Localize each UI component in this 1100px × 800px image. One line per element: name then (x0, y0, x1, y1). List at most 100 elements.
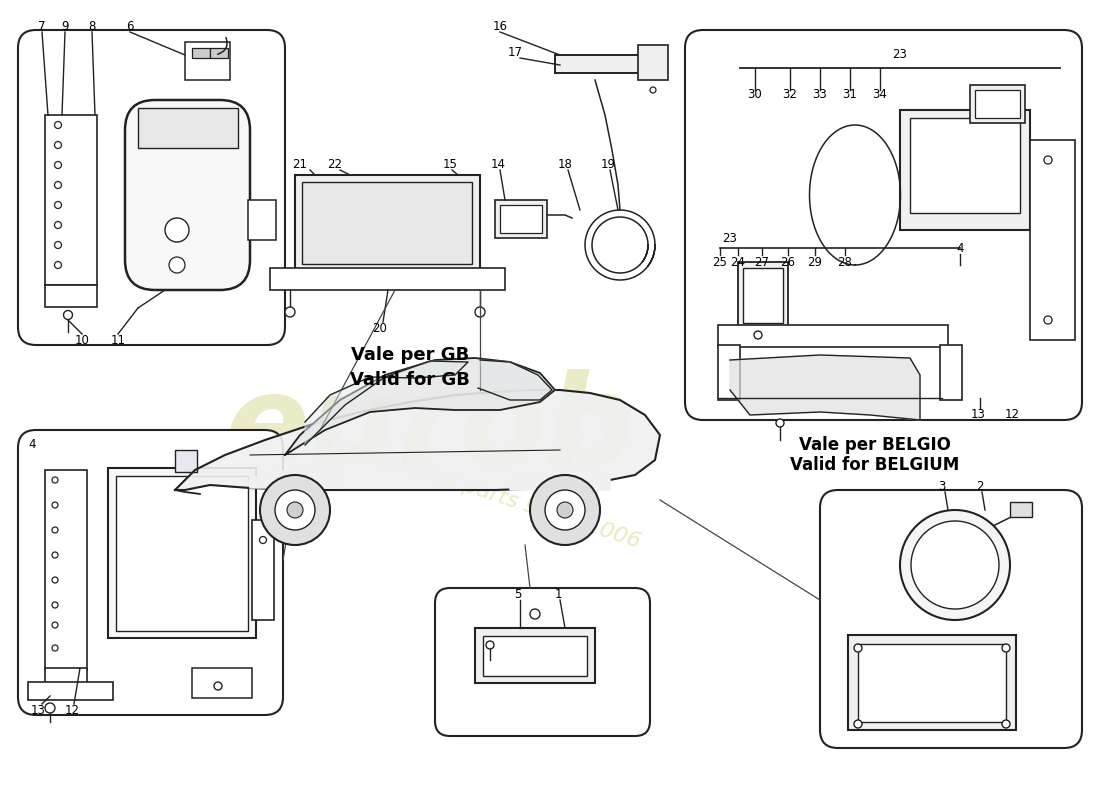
Polygon shape (730, 355, 920, 420)
Text: 1: 1 (554, 587, 562, 601)
Circle shape (52, 527, 58, 533)
Bar (638, 45, 668, 80)
Bar (138, 108, 238, 148)
Text: 31: 31 (843, 89, 857, 102)
Bar (108, 468, 256, 638)
Text: 30: 30 (748, 89, 762, 102)
FancyBboxPatch shape (434, 588, 650, 736)
Bar (500, 205, 542, 233)
Polygon shape (305, 361, 468, 445)
FancyBboxPatch shape (18, 430, 283, 715)
Text: 19: 19 (601, 158, 616, 171)
Bar (940, 345, 962, 400)
Text: Valid for GB: Valid for GB (350, 371, 470, 389)
Text: 5: 5 (515, 587, 521, 601)
Bar (1030, 140, 1075, 340)
FancyBboxPatch shape (685, 30, 1082, 420)
Text: 12: 12 (1004, 409, 1020, 422)
Bar (495, 200, 547, 238)
Text: 18: 18 (558, 158, 572, 171)
Bar (858, 644, 1006, 722)
Bar (248, 200, 276, 240)
Text: 23: 23 (892, 49, 907, 62)
Circle shape (530, 475, 600, 545)
FancyBboxPatch shape (820, 490, 1082, 748)
Circle shape (55, 122, 62, 129)
Bar (848, 635, 1016, 730)
Circle shape (52, 645, 58, 651)
Text: 27: 27 (755, 255, 770, 269)
Circle shape (557, 502, 573, 518)
Bar (910, 118, 1020, 213)
Polygon shape (510, 472, 610, 490)
Circle shape (55, 202, 62, 209)
Bar (192, 668, 252, 698)
Bar (45, 668, 87, 696)
Bar (718, 325, 948, 347)
Circle shape (55, 242, 62, 249)
Polygon shape (285, 358, 556, 455)
Circle shape (900, 510, 1010, 620)
Text: 9: 9 (62, 19, 68, 33)
Circle shape (165, 218, 189, 242)
Text: 6: 6 (126, 19, 134, 33)
Circle shape (169, 257, 185, 273)
Circle shape (475, 307, 485, 317)
Circle shape (55, 142, 62, 149)
Bar (742, 268, 783, 323)
Circle shape (52, 602, 58, 608)
Text: eurob: eurob (224, 370, 636, 490)
Text: 15: 15 (442, 158, 458, 171)
Bar (556, 55, 645, 73)
Bar (175, 450, 197, 472)
Circle shape (854, 644, 862, 652)
Text: 13: 13 (970, 409, 986, 422)
Circle shape (55, 182, 62, 189)
Bar (185, 42, 230, 80)
FancyBboxPatch shape (125, 100, 250, 290)
Text: 34: 34 (872, 89, 888, 102)
Text: 26: 26 (781, 255, 795, 269)
Bar (270, 268, 505, 290)
Text: 14: 14 (491, 158, 506, 171)
Text: 20: 20 (373, 322, 387, 334)
Text: 16: 16 (493, 19, 507, 33)
Circle shape (754, 331, 762, 339)
Text: 7: 7 (39, 19, 46, 33)
Circle shape (45, 703, 55, 713)
Text: 10: 10 (75, 334, 89, 346)
Circle shape (530, 609, 540, 619)
Text: 12: 12 (65, 703, 79, 717)
Circle shape (1044, 156, 1052, 164)
Text: 23: 23 (723, 231, 737, 245)
Bar (900, 110, 1030, 230)
Bar (295, 175, 480, 270)
Bar (45, 470, 87, 670)
Bar (738, 262, 788, 327)
Circle shape (55, 222, 62, 229)
Text: a passion for parts since 1006: a passion for parts since 1006 (317, 429, 644, 551)
Text: 11: 11 (110, 334, 125, 346)
Text: Vale per BELGIO: Vale per BELGIO (799, 436, 950, 454)
Bar (975, 90, 1020, 118)
Bar (1010, 502, 1032, 517)
Text: 8: 8 (88, 19, 96, 33)
Polygon shape (248, 470, 340, 488)
Circle shape (650, 87, 656, 93)
Circle shape (285, 307, 295, 317)
Text: 13: 13 (31, 703, 45, 717)
Text: 24: 24 (730, 255, 746, 269)
Text: 28: 28 (837, 255, 852, 269)
Bar (45, 285, 97, 307)
Bar (192, 48, 210, 58)
Circle shape (854, 720, 862, 728)
Text: 2: 2 (977, 479, 983, 493)
Bar (302, 182, 472, 264)
Circle shape (275, 490, 315, 530)
Bar (252, 520, 274, 620)
Circle shape (911, 521, 999, 609)
Circle shape (64, 310, 73, 319)
Circle shape (55, 262, 62, 269)
Text: 4: 4 (29, 438, 35, 451)
Bar (210, 48, 228, 58)
